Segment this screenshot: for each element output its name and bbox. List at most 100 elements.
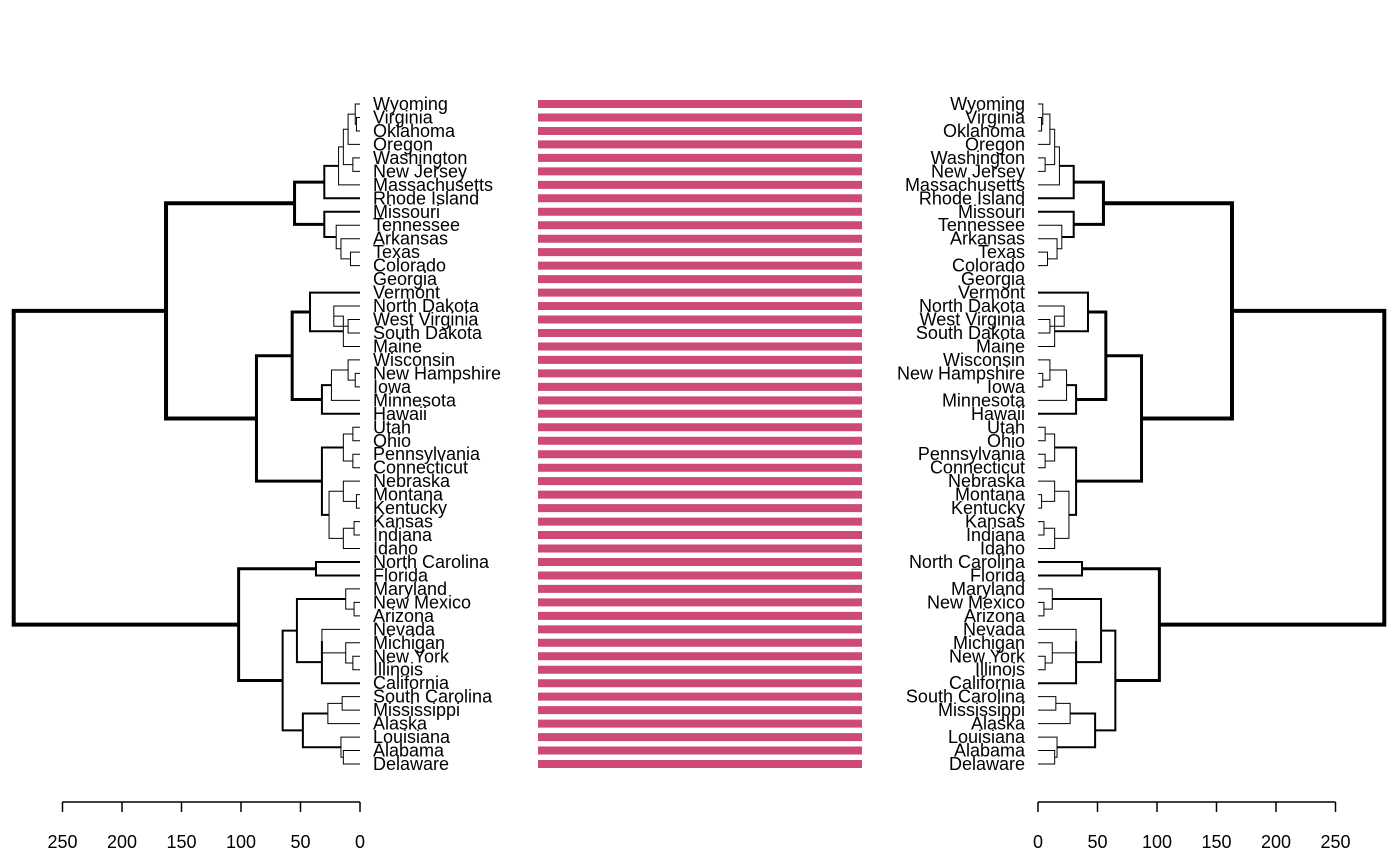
left-axis-tick-label-100: 100 xyxy=(226,832,256,852)
right-leaf-connecticut: Connecticut xyxy=(930,458,1025,478)
left-leaf-ohio: Ohio xyxy=(373,431,411,451)
right-branch-88 xyxy=(1038,641,1078,685)
right-leaf-north-carolina: North Carolina xyxy=(909,552,1026,572)
right-branch-55 xyxy=(1038,146,1060,186)
left-leaf-nevada: Nevada xyxy=(373,619,436,639)
right-leaf-pennsylvania: Pennsylvania xyxy=(918,444,1026,464)
left-leaf-new-hampshire: New Hampshire xyxy=(373,363,501,383)
right-branch-60 xyxy=(1038,210,1075,239)
right-leaf-louisiana: Louisiana xyxy=(948,727,1026,747)
left-branch-78 xyxy=(328,490,344,539)
right-leaf-new-hampshire: New Hampshire xyxy=(897,363,1025,383)
right-leaf-maryland: Maryland xyxy=(951,579,1025,599)
left-axis-tick-label-150: 150 xyxy=(166,832,196,852)
left-branch-71 xyxy=(352,426,360,442)
left-leaf-new-jersey: New Jersey xyxy=(373,161,467,181)
right-leaf-arizona: Arizona xyxy=(964,606,1026,626)
left-axis-tick-label-250: 250 xyxy=(47,832,77,852)
right-branch-77 xyxy=(1038,527,1056,550)
left-leaf-texas: Texas xyxy=(373,242,420,262)
left-axis-tick-label-200: 200 xyxy=(107,832,137,852)
right-branch-50 xyxy=(1038,116,1043,132)
left-leaf-delaware: Delaware xyxy=(373,754,449,774)
right-branch-79 xyxy=(1054,446,1078,516)
right-leaf-utah: Utah xyxy=(987,417,1025,437)
right-leaf-illinois: Illinois xyxy=(975,660,1025,680)
right-leaf-alaska: Alaska xyxy=(971,714,1026,734)
left-branch-50 xyxy=(355,116,360,132)
right-leaf-alabama: Alabama xyxy=(954,741,1026,761)
right-leaf-mississippi: Mississippi xyxy=(938,700,1025,720)
left-branch-61 xyxy=(293,180,325,226)
right-leaf-oklahoma: Oklahoma xyxy=(943,121,1026,141)
right-branch-62 xyxy=(1038,319,1051,334)
left-branch-67 xyxy=(347,359,360,381)
right-branch-95 xyxy=(1095,629,1117,732)
left-branch-84 xyxy=(345,588,360,610)
right-leaf-labels: WyomingVirginiaOklahomaOregonWashingtonN… xyxy=(897,94,1026,774)
right-leaf-south-carolina: South Carolina xyxy=(906,687,1026,707)
left-leaf-montana: Montana xyxy=(373,485,444,505)
left-leaf-south-dakota: South Dakota xyxy=(373,323,483,343)
left-branch-90 xyxy=(341,696,360,711)
right-axis-tick-label-250: 250 xyxy=(1320,832,1350,852)
left-leaf-missouri: Missouri xyxy=(373,202,440,222)
left-branch-74 xyxy=(355,494,360,509)
left-dendrogram xyxy=(11,103,360,765)
left-leaf-minnesota: Minnesota xyxy=(373,390,457,410)
left-branch-92 xyxy=(342,750,360,765)
left-branch-72 xyxy=(352,453,360,469)
left-leaf-arizona: Arizona xyxy=(373,606,435,626)
left-leaf-vermont: Vermont xyxy=(373,283,440,303)
right-leaf-tennessee: Tennessee xyxy=(938,215,1025,235)
right-leaf-iowa: Iowa xyxy=(987,377,1026,397)
left-branch-66 xyxy=(354,372,360,388)
right-leaf-new-york: New York xyxy=(949,646,1026,666)
right-branch-72 xyxy=(1038,453,1046,469)
right-leaf-south-dakota: South Dakota xyxy=(916,323,1026,343)
right-branch-65 xyxy=(1038,291,1089,333)
right-leaf-michigan: Michigan xyxy=(953,633,1025,653)
left-leaf-georgia: Georgia xyxy=(373,269,438,289)
right-leaf-washington: Washington xyxy=(931,148,1025,168)
left-branch-76 xyxy=(353,521,360,536)
left-leaf-oklahoma: Oklahoma xyxy=(373,121,456,141)
right-leaf-idaho: Idaho xyxy=(980,539,1025,559)
right-branch-53 xyxy=(1038,113,1051,145)
left-branch-69 xyxy=(320,384,360,415)
left-leaf-alabama: Alabama xyxy=(373,741,445,761)
left-branch-83 xyxy=(353,601,360,617)
right-branch-97 xyxy=(1159,308,1387,627)
right-axis-tick-label-100: 100 xyxy=(1142,832,1172,852)
right-branch-76 xyxy=(1038,521,1045,536)
right-leaf-maine: Maine xyxy=(976,336,1025,356)
right-leaf-montana: Montana xyxy=(955,485,1026,505)
right-leaf-kentucky: Kentucky xyxy=(951,498,1025,518)
right-leaf-vermont: Vermont xyxy=(958,283,1025,303)
left-leaf-florida: Florida xyxy=(373,565,429,585)
right-leaf-new-mexico: New Mexico xyxy=(927,592,1025,612)
right-leaf-new-jersey: New Jersey xyxy=(931,161,1025,181)
right-branch-66 xyxy=(1038,372,1044,388)
right-leaf-arkansas: Arkansas xyxy=(950,229,1025,249)
right-leaf-ohio: Ohio xyxy=(987,431,1025,451)
right-branch-57 xyxy=(1038,251,1049,267)
right-branch-91 xyxy=(1038,702,1071,725)
right-branch-85 xyxy=(1038,655,1046,671)
right-leaf-massachusetts: Massachusetts xyxy=(905,175,1025,195)
left-branch-82 xyxy=(314,560,360,577)
left-branch-75 xyxy=(342,480,360,502)
left-leaf-massachusetts: Massachusetts xyxy=(373,175,493,195)
right-branch-94 xyxy=(1057,712,1097,749)
right-branch-56 xyxy=(1038,164,1075,200)
right-branch-69 xyxy=(1038,384,1078,415)
right-branch-83 xyxy=(1038,601,1045,617)
right-leaf-missouri: Missouri xyxy=(958,202,1025,222)
right-leaf-texas: Texas xyxy=(978,242,1025,262)
left-leaf-wisconsin: Wisconsin xyxy=(373,350,455,370)
left-leaf-north-carolina: North Carolina xyxy=(373,552,490,572)
right-branch-71 xyxy=(1038,426,1046,442)
right-branch-73 xyxy=(1045,433,1056,462)
right-branch-67 xyxy=(1038,359,1051,381)
left-leaf-maryland: Maryland xyxy=(373,579,447,599)
